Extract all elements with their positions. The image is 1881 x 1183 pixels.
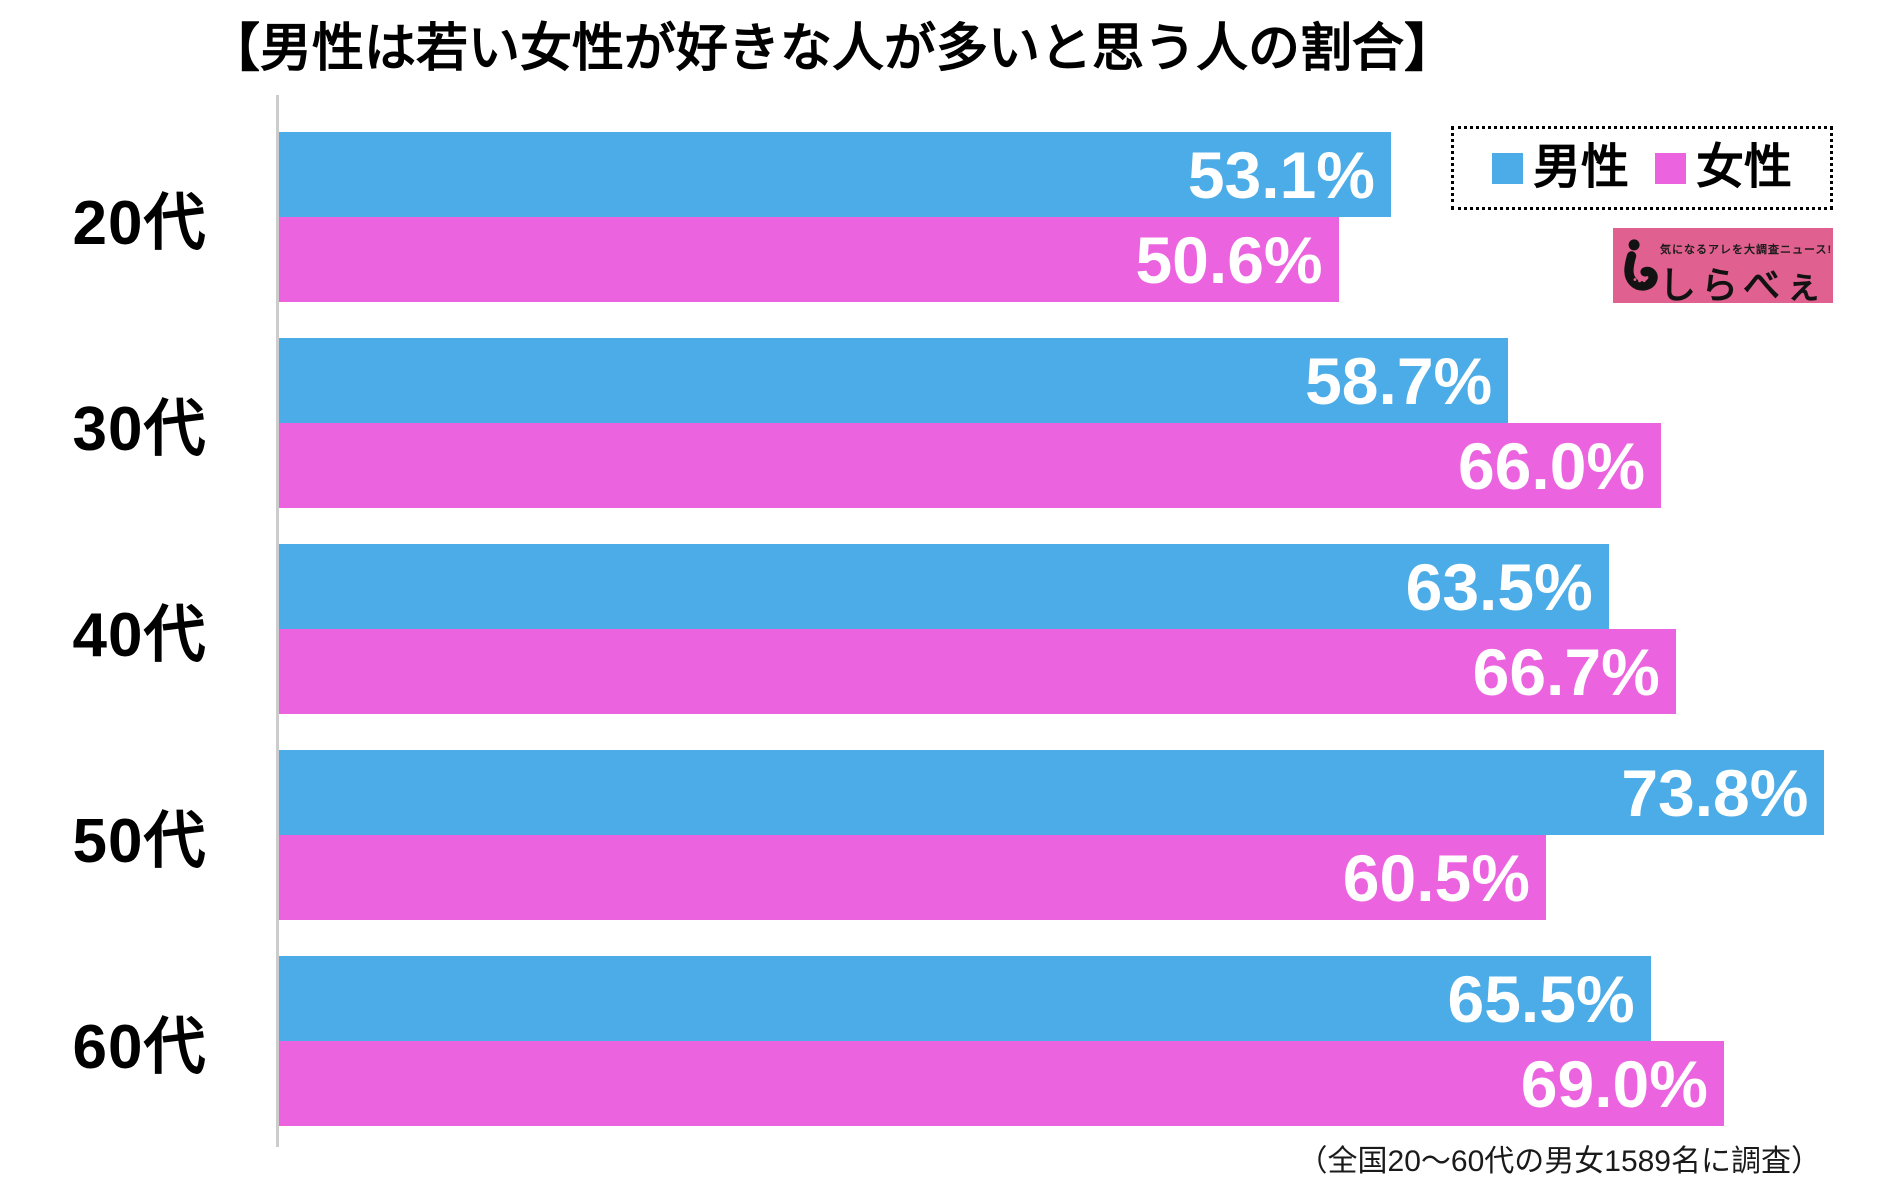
legend-swatch-female-icon — [1655, 152, 1686, 184]
category-label: 60代 — [72, 1013, 207, 1082]
bar-value-label: 63.5% — [1405, 549, 1593, 624]
bar-male: 73.8% — [279, 750, 1825, 835]
legend-swatch-male-icon — [1491, 152, 1523, 184]
chart-row: 30代 58.7% 66.0% — [0, 338, 1881, 508]
chart-title: 【男性は若い女性が好きな人が多いと思う人の割合】 — [207, 20, 1456, 78]
bar-value-label: 65.5% — [1447, 961, 1635, 1036]
bar-group: 73.8% 60.5% — [279, 750, 1881, 920]
shirabee-mascot-icon — [1624, 239, 1658, 291]
bar-group: 63.5% 66.7% — [279, 544, 1881, 714]
category-label: 20代 — [72, 189, 207, 258]
bar-female: 50.6% — [279, 217, 1339, 302]
bar-male: 53.1% — [279, 132, 1391, 217]
logo-tagline: 気になるアレを大調査ニュース! — [1660, 244, 1833, 256]
bar-chart: 20代 53.1% 50.6% 30代 58.7% 66.0% 40代 63.5% 66.7% 5… — [0, 95, 1881, 1162]
chart-row: 50代 73.8% 60.5% — [0, 750, 1881, 920]
bar-group: 65.5% 69.0% — [279, 956, 1881, 1126]
category-label: 50代 — [72, 807, 207, 876]
shirabee-logo: 気になるアレを大調査ニュース! しらべぇ — [1613, 228, 1833, 303]
bar-male: 58.7% — [279, 338, 1509, 423]
bar-value-label: 58.7% — [1305, 343, 1493, 418]
bar-group: 58.7% 66.0% — [279, 338, 1881, 508]
bar-male: 65.5% — [279, 956, 1651, 1041]
bar-value-label: 69.0% — [1520, 1046, 1708, 1121]
legend-item-female: 女性 — [1655, 144, 1792, 192]
bar-group: 53.1% 50.6% — [279, 132, 1881, 302]
bar-male: 63.5% — [279, 544, 1609, 629]
bar-value-label: 50.6% — [1135, 222, 1323, 297]
bar-female: 60.5% — [279, 835, 1546, 920]
chart-row: 20代 53.1% 50.6% — [0, 132, 1881, 302]
category-label: 30代 — [72, 395, 207, 464]
chart-row: 40代 63.5% 66.7% — [0, 544, 1881, 714]
logo-name: しらべぇ — [1659, 265, 1827, 303]
y-axis-line — [276, 95, 279, 1147]
bar-value-label: 60.5% — [1342, 840, 1530, 915]
bar-value-label: 66.7% — [1472, 634, 1660, 709]
category-label: 40代 — [72, 601, 207, 670]
chart-row: 60代 65.5% 69.0% — [0, 956, 1881, 1126]
legend-label-male: 男性 — [1532, 141, 1629, 194]
bar-female: 69.0% — [279, 1041, 1724, 1126]
bar-value-label: 53.1% — [1187, 137, 1375, 212]
bar-value-label: 73.8% — [1621, 755, 1809, 830]
legend: 男性 女性 — [1451, 126, 1833, 210]
legend-label-female: 女性 — [1696, 141, 1793, 194]
bar-value-label: 66.0% — [1457, 428, 1646, 503]
legend-item-male: 男性 — [1491, 141, 1629, 194]
bar-female: 66.7% — [279, 629, 1676, 714]
bar-female: 66.0% — [279, 423, 1662, 508]
footnote: （全国20〜60代の男女1589名に調査） — [1297, 1145, 1821, 1178]
